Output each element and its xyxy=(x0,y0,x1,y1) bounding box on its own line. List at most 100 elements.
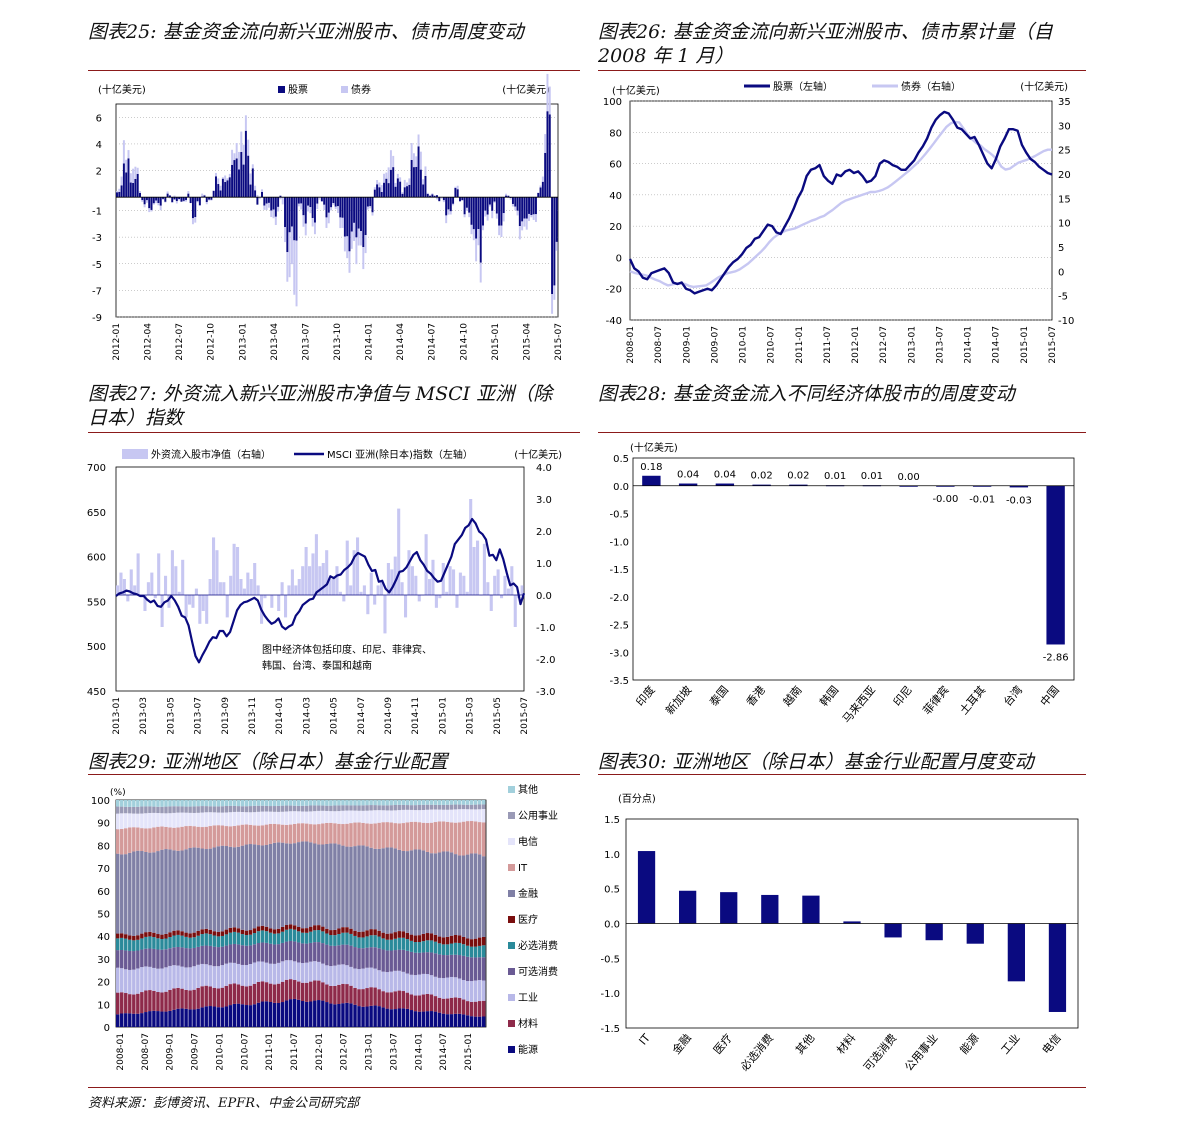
stack-segment xyxy=(405,939,410,951)
stack-segment xyxy=(296,800,301,806)
stack-segment xyxy=(441,809,446,822)
bar-flow xyxy=(304,547,308,595)
stack-segment xyxy=(317,800,321,806)
stack-segment xyxy=(353,810,357,823)
stack-segment xyxy=(188,967,192,991)
bar-equity xyxy=(470,197,473,225)
stack-segment xyxy=(176,946,180,966)
data-label: 0.02 xyxy=(750,471,772,482)
figure-27-title-line2: 日本）指数 xyxy=(88,407,184,429)
stack-segment xyxy=(236,928,241,933)
x-tick-label: 能源 xyxy=(957,1031,982,1057)
stack-segment xyxy=(409,974,414,995)
stack-segment xyxy=(301,982,305,1002)
bar-equity xyxy=(357,197,360,229)
stack-segment xyxy=(453,942,458,955)
bar-bond xyxy=(346,236,349,259)
stack-segment xyxy=(357,931,361,938)
stack-segment xyxy=(377,822,381,849)
bar-equity xyxy=(297,197,300,204)
y-left-tick-label: 600 xyxy=(87,553,106,564)
stack-segment xyxy=(445,1014,450,1027)
stack-segment xyxy=(433,853,438,935)
stack-segment xyxy=(120,800,124,807)
bar-bond xyxy=(212,190,215,191)
stack-segment xyxy=(228,826,233,847)
stack-segment xyxy=(469,957,474,982)
stack-segment xyxy=(477,854,482,938)
figure-25-title: 图表25: 基金资金流向新兴亚洲股市、债市周度变动 xyxy=(88,21,524,43)
stack-segment xyxy=(425,974,430,994)
bar-equity xyxy=(350,197,353,232)
stack-segment xyxy=(313,843,317,926)
stack-segment xyxy=(180,988,184,1009)
bar-flow xyxy=(496,569,500,595)
x-tick-label: 2013-11 xyxy=(248,697,258,735)
legend-label: 能源 xyxy=(518,1043,538,1056)
bar-equity xyxy=(221,178,224,198)
data-label: 0.02 xyxy=(787,471,809,482)
bar-equity xyxy=(369,197,372,207)
stack-segment xyxy=(421,941,426,953)
bar-equity xyxy=(316,197,319,204)
stack-segment xyxy=(417,810,422,823)
stack-segment xyxy=(313,805,317,812)
stack-segment xyxy=(272,929,277,934)
stack-segment xyxy=(385,822,389,848)
stack-segment xyxy=(276,800,281,806)
stack-segment xyxy=(481,856,486,937)
stack-segment xyxy=(337,984,341,1005)
stack-segment xyxy=(421,804,426,810)
x-tick-label: 工业 xyxy=(999,1032,1023,1057)
bar-equity xyxy=(212,190,215,198)
x-tick-label: 韩国 xyxy=(817,683,842,709)
stack-segment xyxy=(301,963,305,983)
stack-segment xyxy=(240,806,245,812)
stack-segment xyxy=(172,800,176,807)
figure-29-rule xyxy=(88,774,580,775)
bar-bond xyxy=(159,205,162,211)
bar-bond xyxy=(231,149,234,165)
y-right-tick-label: 0 xyxy=(1058,267,1064,278)
stack-segment xyxy=(156,992,160,1012)
x-tick-label: 2008-01 xyxy=(116,1033,126,1071)
bar-flow xyxy=(133,585,137,595)
stack-segment xyxy=(208,986,212,1007)
bar-equity xyxy=(380,191,383,198)
bar xyxy=(925,923,943,941)
stack-segment xyxy=(417,822,422,850)
bar-equity xyxy=(484,197,487,211)
stack-segment xyxy=(244,935,249,946)
stack-segment xyxy=(252,812,257,826)
figure-26-title-line2: 2008 年 1 月） xyxy=(598,45,734,67)
stack-segment xyxy=(172,850,176,931)
stack-segment xyxy=(449,852,454,936)
stack-segment xyxy=(192,806,196,813)
stack-segment xyxy=(248,1005,253,1027)
stack-segment xyxy=(333,985,337,1005)
bar-bond xyxy=(249,173,252,185)
bar-bond xyxy=(327,212,330,224)
bar-equity xyxy=(406,186,409,198)
stack-segment xyxy=(272,806,277,812)
y-right-tick-label: 1.0 xyxy=(536,559,552,570)
stack-segment xyxy=(204,945,208,965)
bar-bond xyxy=(433,195,436,196)
bar-flow xyxy=(452,569,456,595)
stack-segment xyxy=(188,812,192,826)
bar-equity xyxy=(366,197,369,207)
stack-segment xyxy=(437,943,442,955)
stack-segment xyxy=(152,806,156,813)
stack-segment xyxy=(309,842,313,927)
legend-label-bond: 债券（右轴） xyxy=(901,80,961,93)
y-tick-label: -9 xyxy=(92,313,102,324)
bar-flow xyxy=(297,579,301,595)
y-left-tick-label: 80 xyxy=(609,128,622,139)
stack-segment xyxy=(349,966,353,986)
figure-26-title-line1: 图表26: 基金资金流向新兴亚洲股市、债市累计量（自 xyxy=(598,21,1053,43)
x-tick-label: 金融 xyxy=(669,1031,694,1057)
figure-27-title: 图表27: 外资流入新兴亚洲股市净值与 MSCI 亚洲（除 日本）指数 xyxy=(88,382,552,430)
stack-segment xyxy=(337,934,341,946)
stack-segment xyxy=(200,800,204,807)
stack-segment xyxy=(240,824,245,846)
